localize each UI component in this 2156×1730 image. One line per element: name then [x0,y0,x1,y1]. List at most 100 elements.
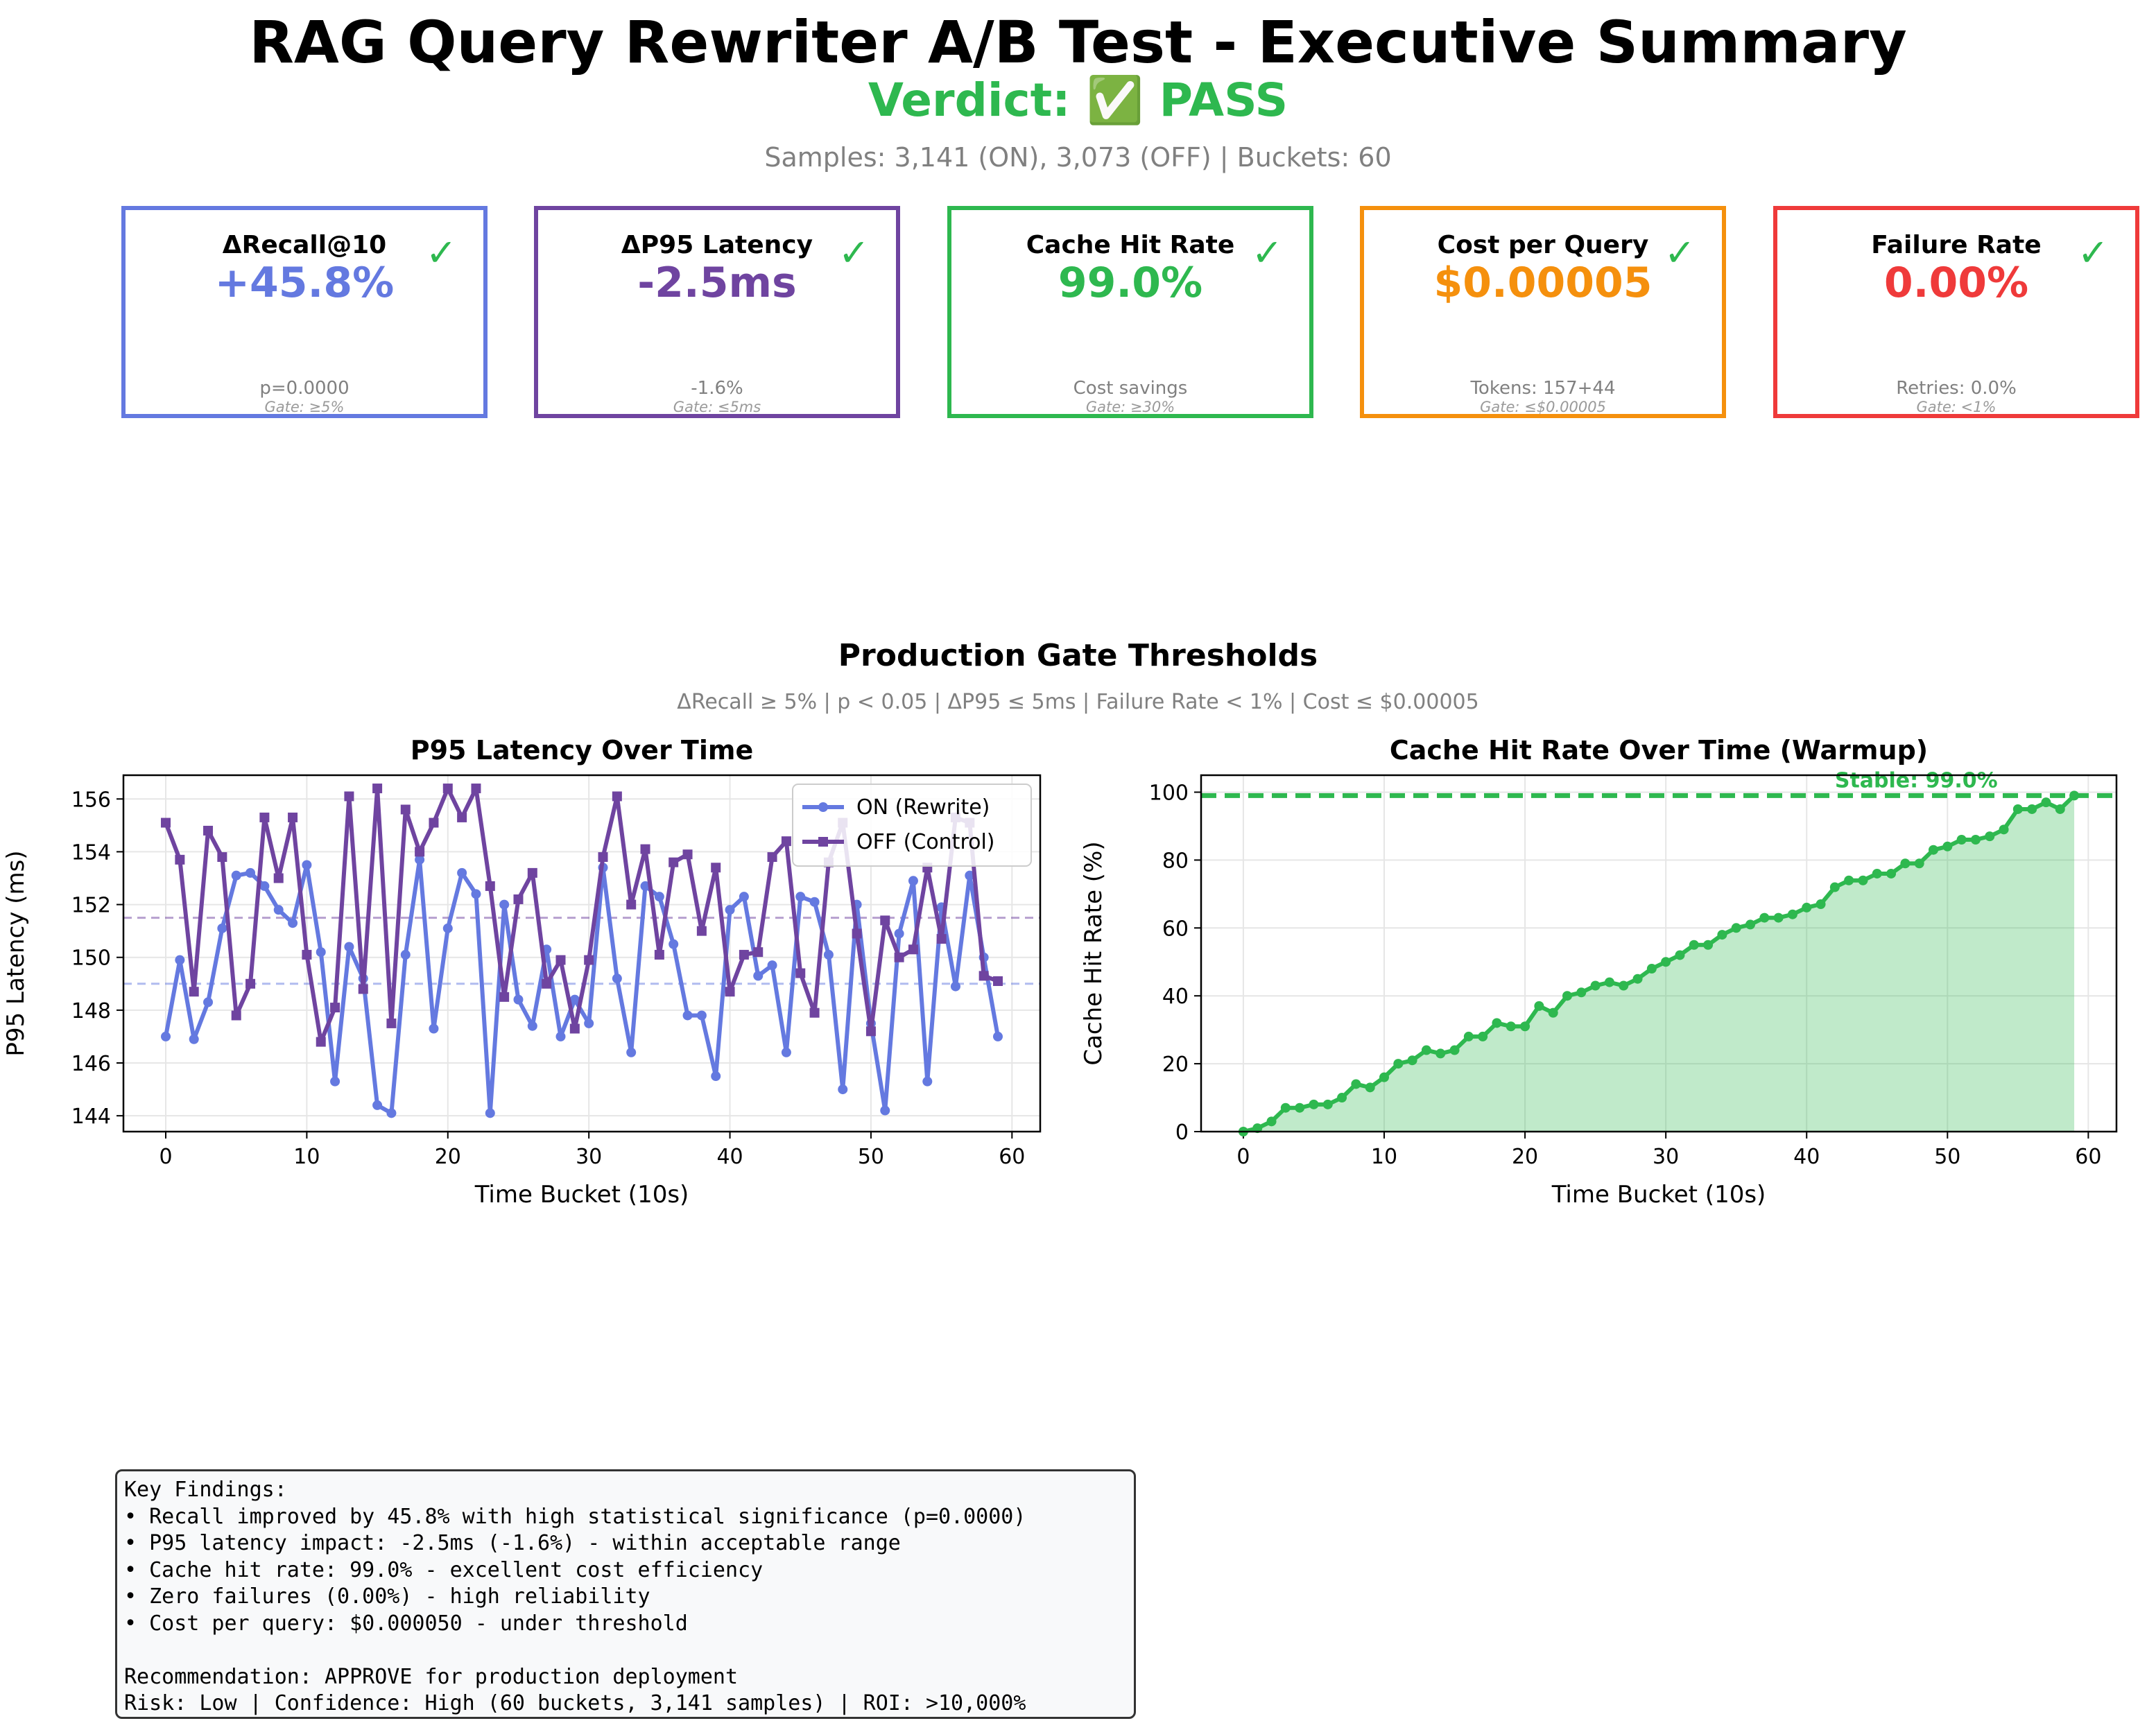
data-point [217,923,227,933]
data-point [259,881,270,891]
data-point [330,1003,340,1013]
card-value: +45.8% [214,259,395,307]
data-point [1492,1018,1502,1028]
data-point [1646,964,1657,974]
data-point [1280,1102,1291,1113]
data-point [908,876,918,886]
x-tick-label: 20 [1512,1145,1538,1169]
x-axis-label: Time Bucket (10s) [474,1181,689,1209]
data-point [739,892,749,902]
data-point [781,836,791,847]
card-gate: Gate: ≤$0.00005 [1480,399,1606,415]
data-point [527,867,537,878]
data-point [1266,1116,1277,1127]
legend-marker [818,802,828,812]
data-point [584,955,594,965]
data-point [1942,841,1953,851]
data-point [1435,1048,1446,1059]
p95-latency-chart: 0 10 20 30 40 50 60 144 146 148 150 152 154 156 P95 La… [2,735,1042,1209]
data-point [711,1071,721,1082]
data-point [2012,804,2023,814]
data-point [1421,1045,1431,1055]
data-point [316,1037,326,1047]
data-point [1520,1021,1530,1032]
data-point [1816,899,1826,910]
findings-line: • P95 latency impact: -2.5ms (-1.6%) - w… [124,1531,901,1555]
y-tick-label: 148 [71,999,111,1023]
data-point [203,825,214,836]
data-point [725,905,735,915]
y-tick-label: 150 [71,946,111,971]
data-point [626,1047,637,1057]
findings-line: • Recall improved by 45.8% with high sta… [124,1504,1026,1529]
data-point [612,974,622,984]
card-p95-latency: ΔP95 Latency -2.5ms ✓ -1.6% Gate: ≤5ms [534,206,900,418]
data-point [936,934,947,944]
data-point [1478,1031,1488,1041]
data-point [555,1031,566,1041]
x-axis-label: Time Bucket (10s) [1551,1181,1766,1209]
data-point [1872,868,1882,879]
card-gate: Gate: ≤5ms [673,399,761,415]
data-point [696,1010,707,1021]
data-point [457,867,467,878]
verdict-label: Verdict: ✅ PASS [868,73,1288,127]
x-tick-label: 10 [1371,1145,1397,1169]
data-point [1407,1055,1417,1066]
data-point [1506,1021,1516,1032]
findings-line: Risk: Low | Confidence: High (60 buckets… [124,1691,1026,1715]
data-point [682,849,693,860]
data-point [400,804,411,815]
data-point [950,981,960,992]
data-point [880,915,890,926]
data-point [767,960,777,971]
chart-title: P95 Latency Over Time [411,735,753,765]
data-point [992,976,1003,986]
data-point [161,818,171,828]
data-point [865,1026,876,1037]
data-point [415,847,425,857]
card-gate: Gate: ≥5% [264,399,345,415]
data-point [2041,797,2051,808]
findings-line: • Cost per query: $0.000050 - under thre… [124,1611,688,1636]
data-point [400,949,411,960]
data-point [1745,919,1755,930]
y-tick-label: 40 [1162,985,1189,1009]
data-point [1731,923,1741,933]
data-point [288,812,298,822]
y-tick-label: 146 [71,1052,111,1076]
data-point [513,894,524,904]
card-label: Cache Hit Rate [1026,231,1235,259]
data-point [640,881,650,891]
data-point [386,1108,397,1118]
data-point [711,863,721,873]
legend: ON (Rewrite) OFF (Control) [792,784,1032,867]
card-value: 0.00% [1883,259,2029,307]
data-point [795,968,806,978]
data-point [598,852,608,863]
card-subtext: -1.6% [691,378,743,399]
data-point [852,928,862,939]
data-point [175,854,185,865]
data-point [302,860,312,870]
x-tick-label: 60 [2075,1145,2101,1169]
data-point [654,949,664,960]
data-point [767,852,777,863]
data-point [288,918,298,928]
data-point [1393,1059,1404,1069]
data-point [1675,950,1685,960]
data-point [259,812,270,822]
data-point [992,1031,1003,1041]
data-point [965,870,975,881]
x-tick-label: 10 [293,1145,320,1169]
data-point [838,1084,848,1095]
page-title: RAG Query Rewriter A/B Test - Executive … [249,8,1907,76]
card-subtext: p=0.0000 [259,378,350,399]
card-value: -2.5ms [637,259,797,307]
data-point [880,1105,890,1116]
data-point [1900,858,1911,869]
plot-frame [1200,774,2118,1133]
data-point [316,947,326,958]
data-point [273,873,284,883]
data-point [894,928,904,939]
